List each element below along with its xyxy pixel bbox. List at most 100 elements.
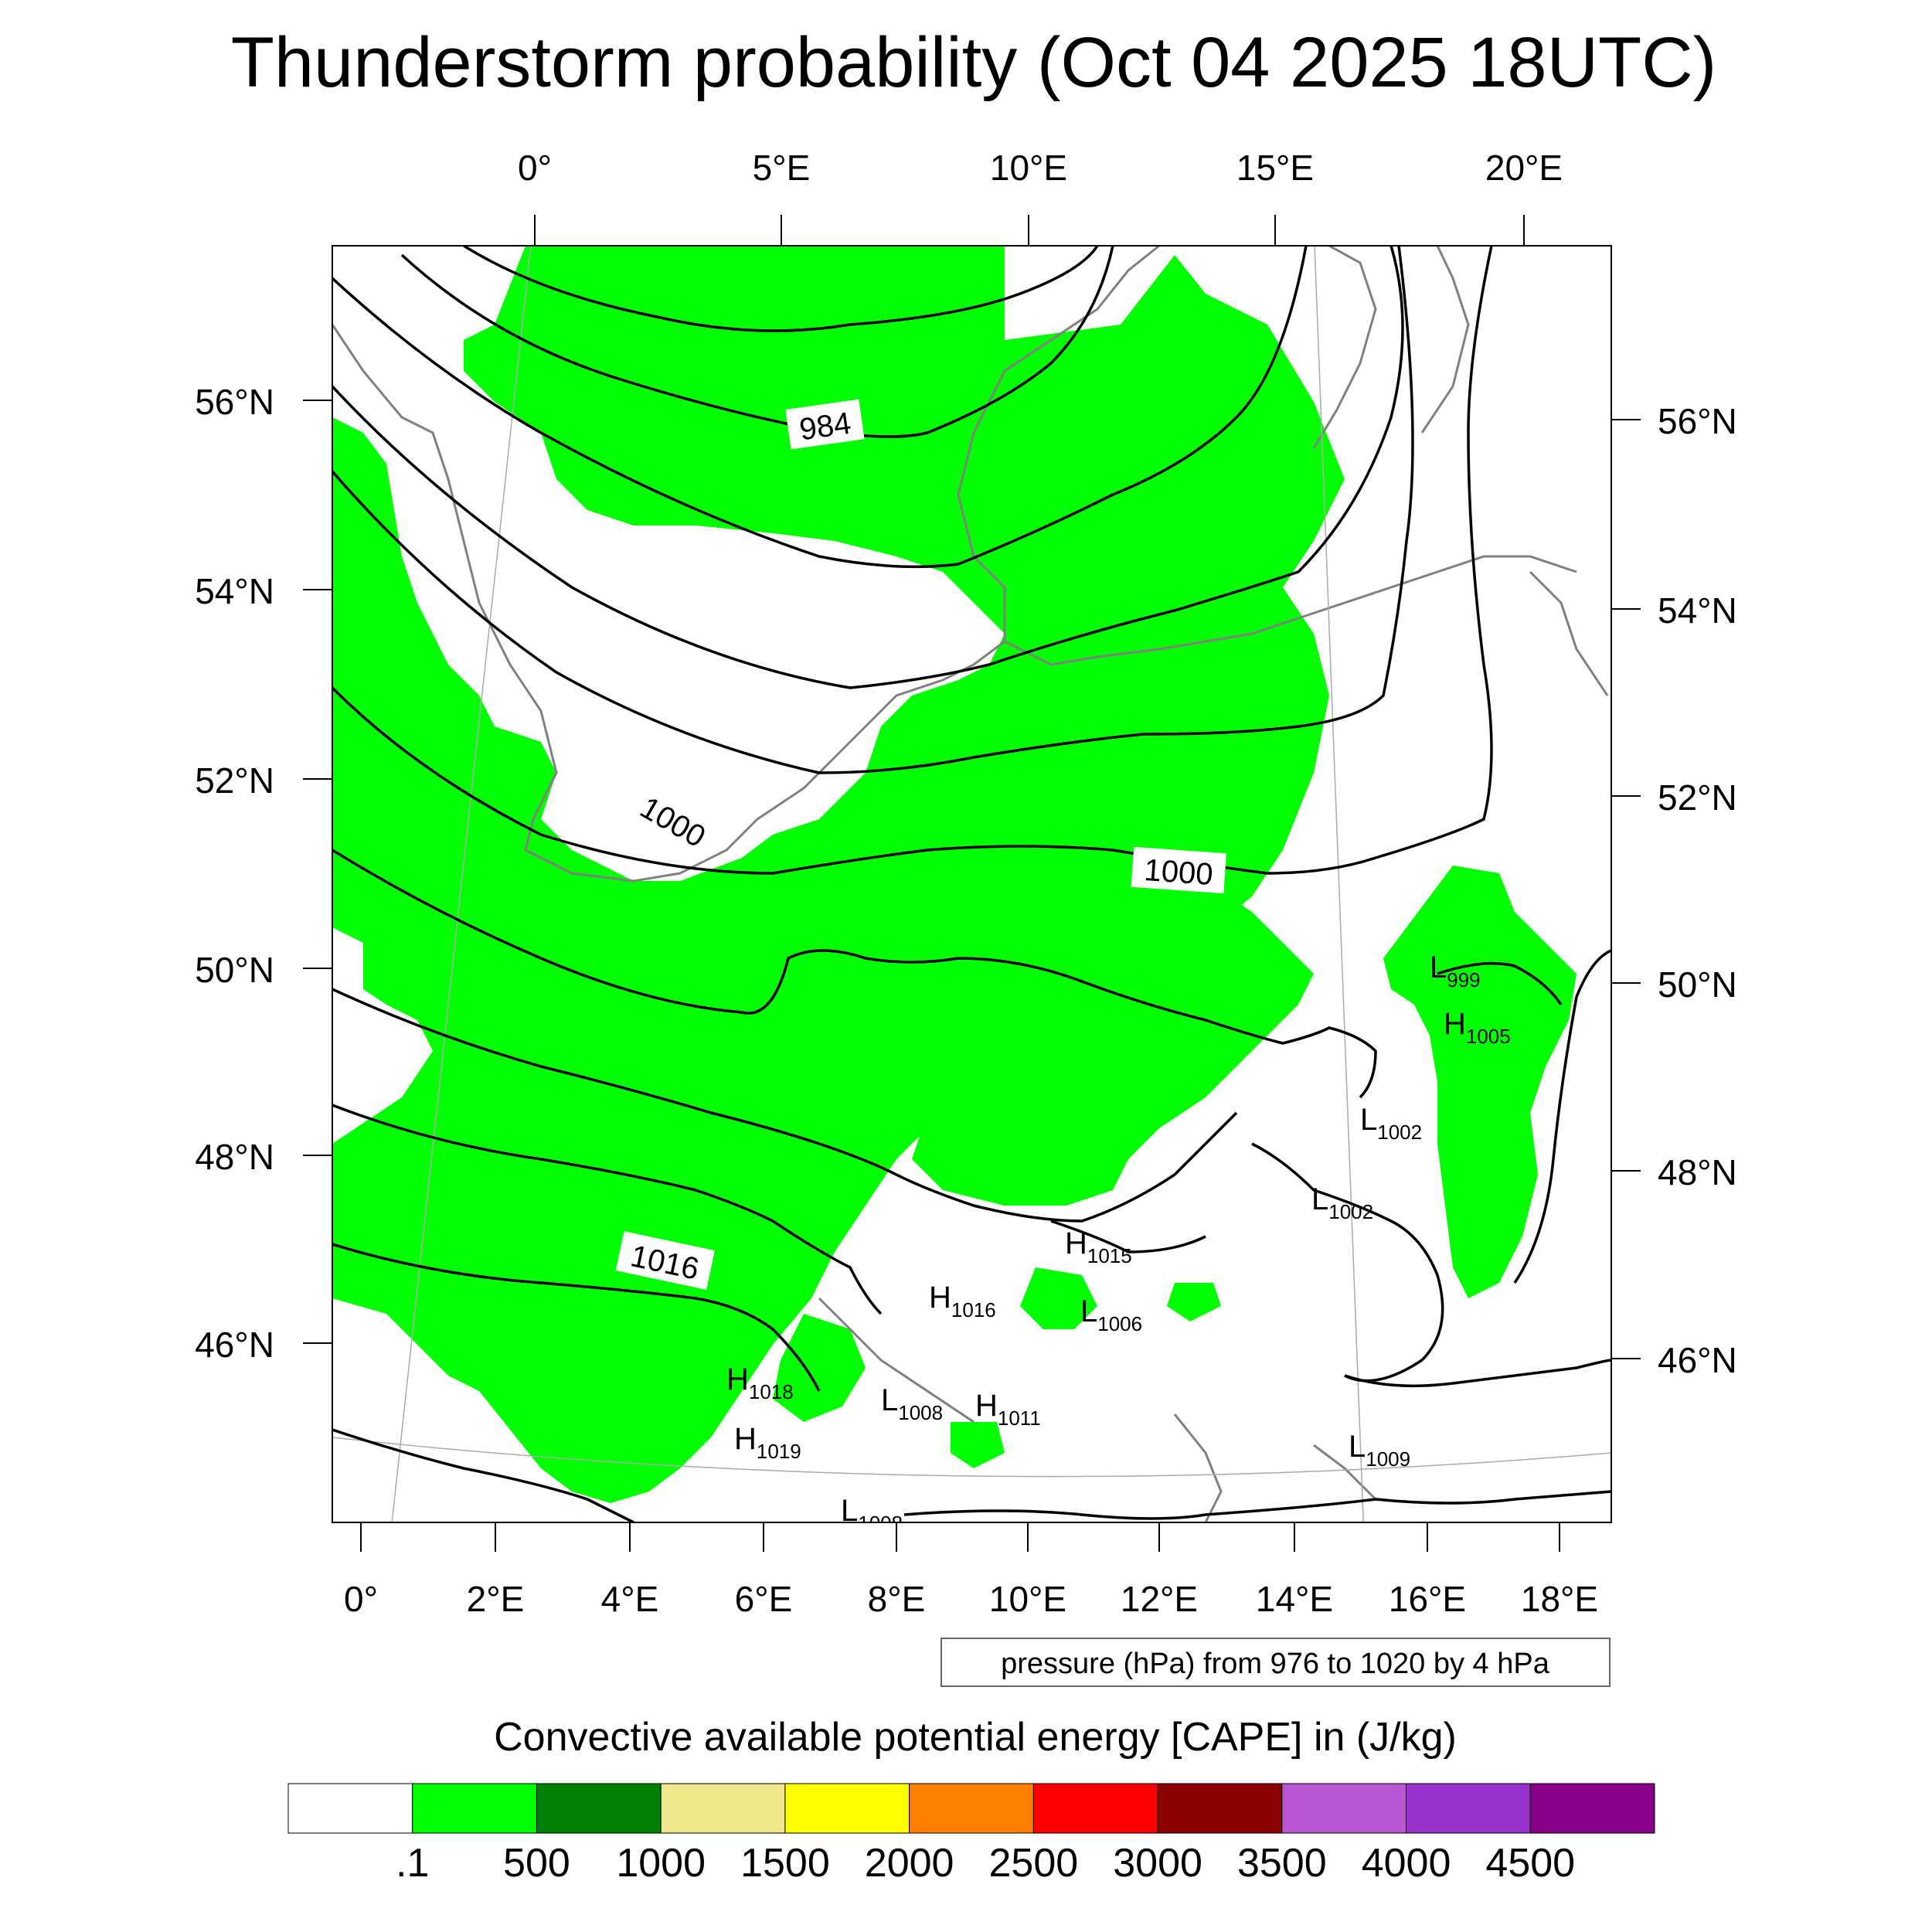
right-lat-label: 52°N bbox=[1658, 777, 1737, 818]
cape-region-alps bbox=[1020, 1267, 1097, 1329]
colorbar-label: 1000 bbox=[616, 1841, 706, 1886]
svg-text:L1002: L1002 bbox=[1311, 1182, 1373, 1223]
bottom-lon-label: 8°E bbox=[868, 1579, 926, 1619]
map-area: 984 1000 1000 1016 L999 H1005 L1002 L100… bbox=[332, 246, 1611, 1535]
colorbar-label: 2500 bbox=[989, 1841, 1079, 1886]
pressure-center: L1008 bbox=[841, 1494, 903, 1535]
svg-text:L1009: L1009 bbox=[1349, 1430, 1410, 1471]
bottom-lon-label: 12°E bbox=[1121, 1579, 1198, 1619]
pressure-centers: L999 H1005 L1002 L1002 H1015 H1016 L1006… bbox=[726, 951, 1511, 1535]
left-lat-label: 50°N bbox=[195, 950, 274, 990]
colorbar-swatch bbox=[1281, 1783, 1407, 1834]
cape-region-central-europe bbox=[912, 757, 1314, 1206]
colorbar-swatch bbox=[412, 1783, 537, 1834]
cape-region-alps-west bbox=[773, 1314, 866, 1422]
bottom-lon-label: 10°E bbox=[989, 1579, 1066, 1619]
cape-regions bbox=[332, 246, 1577, 1503]
pressure-center: H1015 bbox=[1065, 1226, 1132, 1267]
bottom-lon-label: 14°E bbox=[1256, 1579, 1333, 1619]
top-lon-label: 5°E bbox=[753, 148, 811, 188]
svg-text:L1006: L1006 bbox=[1080, 1294, 1142, 1335]
colorbar-swatch bbox=[909, 1783, 1034, 1834]
svg-text:H1016: H1016 bbox=[929, 1281, 996, 1321]
right-axis bbox=[1611, 419, 1641, 1359]
svg-text:H1018: H1018 bbox=[726, 1362, 794, 1403]
right-lat-label: 56°N bbox=[1658, 401, 1737, 441]
pressure-note-text: pressure (hPa) from 976 to 1020 by 4 hPa bbox=[1001, 1648, 1550, 1680]
colorbar-swatch bbox=[1032, 1783, 1158, 1834]
top-axis bbox=[534, 215, 1525, 246]
right-lat-labels: 56°N 54°N 52°N 50°N 48°N 46°N bbox=[1658, 401, 1737, 1380]
contour-label-1000-east: 1000 bbox=[1143, 853, 1214, 892]
colorbar-label: 3000 bbox=[1113, 1841, 1202, 1886]
colorbar-label: 2000 bbox=[865, 1841, 954, 1886]
top-lon-label: 0° bbox=[518, 148, 552, 188]
pressure-center: H1011 bbox=[975, 1389, 1041, 1430]
left-lat-label: 48°N bbox=[195, 1137, 274, 1177]
right-lat-label: 48°N bbox=[1658, 1152, 1737, 1192]
svg-text:L999: L999 bbox=[1430, 951, 1481, 992]
top-lon-label: 15°E bbox=[1236, 148, 1314, 188]
colorbar-swatch bbox=[784, 1783, 910, 1834]
pressure-center: L999 bbox=[1430, 951, 1481, 992]
bottom-lon-label: 2°E bbox=[467, 1579, 525, 1619]
right-lat-label: 46°N bbox=[1658, 1340, 1737, 1380]
top-lon-label: 10°E bbox=[990, 148, 1067, 188]
colorbar-label: .1 bbox=[396, 1841, 429, 1886]
bottom-lon-label: 6°E bbox=[735, 1579, 793, 1619]
graticule bbox=[332, 246, 1611, 1522]
colorbar-label: 500 bbox=[503, 1841, 570, 1886]
pressure-center: L1009 bbox=[1349, 1430, 1410, 1471]
svg-text:H1011: H1011 bbox=[975, 1389, 1041, 1430]
pressure-center: L1008 bbox=[881, 1383, 943, 1424]
pressure-center: L1002 bbox=[1311, 1182, 1373, 1223]
colorbar-swatch bbox=[1529, 1783, 1655, 1834]
colorbar-swatch bbox=[536, 1783, 662, 1834]
map-frame bbox=[332, 245, 1612, 1523]
bottom-lon-label: 4°E bbox=[601, 1579, 659, 1619]
isobars bbox=[332, 246, 1611, 1522]
colorbar-swatch bbox=[1157, 1783, 1283, 1834]
pressure-note: pressure (hPa) from 976 to 1020 by 4 hPa bbox=[940, 1638, 1611, 1687]
cape-region-sardinia bbox=[951, 1422, 1005, 1468]
pressure-center: H1005 bbox=[1444, 1007, 1511, 1048]
svg-text:H1015: H1015 bbox=[1065, 1226, 1132, 1267]
pressure-center: H1019 bbox=[734, 1422, 801, 1463]
cape-region-north-sea bbox=[332, 246, 1345, 1503]
svg-text:L1002: L1002 bbox=[1360, 1103, 1422, 1144]
colorbar-label: 4500 bbox=[1485, 1841, 1575, 1886]
colorbar-swatch bbox=[1406, 1783, 1531, 1834]
colorbar-label: 3500 bbox=[1237, 1841, 1327, 1886]
colorbar-label: 1500 bbox=[740, 1841, 830, 1886]
left-lat-label: 54°N bbox=[195, 571, 274, 611]
left-lat-label: 56°N bbox=[195, 382, 274, 422]
map-title: Thunderstorm probability (Oct 04 2025 18… bbox=[231, 23, 1717, 102]
bottom-lon-label: 0° bbox=[344, 1579, 378, 1619]
left-axis bbox=[303, 400, 332, 1344]
top-lon-label: 20°E bbox=[1485, 148, 1563, 188]
svg-text:L1008: L1008 bbox=[841, 1494, 903, 1535]
colorbar-swatch bbox=[287, 1783, 413, 1834]
coastlines bbox=[332, 246, 1609, 1522]
cape-region-sw-band bbox=[433, 1005, 773, 1151]
bottom-lon-label: 18°E bbox=[1521, 1579, 1598, 1619]
left-lat-label: 46°N bbox=[195, 1325, 274, 1365]
right-lat-label: 50°N bbox=[1658, 964, 1737, 1005]
left-lat-labels: 56°N 54°N 52°N 50°N 48°N 46°N bbox=[195, 382, 274, 1365]
svg-text:H1005: H1005 bbox=[1444, 1007, 1511, 1048]
colorbar-title: Convective available potential energy [C… bbox=[494, 1715, 1457, 1760]
cape-region-austria bbox=[1167, 1283, 1221, 1321]
colorbar-label: 4000 bbox=[1362, 1841, 1451, 1886]
pressure-center: H1016 bbox=[929, 1281, 996, 1321]
bottom-lon-label: 16°E bbox=[1389, 1579, 1466, 1619]
colorbar bbox=[287, 1783, 1655, 1834]
pressure-center: H1018 bbox=[726, 1362, 794, 1403]
pressure-center: L1002 bbox=[1360, 1103, 1422, 1144]
bottom-axis bbox=[360, 1522, 1560, 1552]
bottom-lon-labels: 0° 2°E 4°E 6°E 8°E 10°E 12°E 14°E 16°E 1… bbox=[344, 1579, 1598, 1619]
right-lat-label: 54°N bbox=[1658, 590, 1737, 631]
pressure-center: L1006 bbox=[1080, 1294, 1142, 1335]
svg-text:H1019: H1019 bbox=[734, 1422, 801, 1463]
left-lat-label: 52°N bbox=[195, 760, 274, 801]
